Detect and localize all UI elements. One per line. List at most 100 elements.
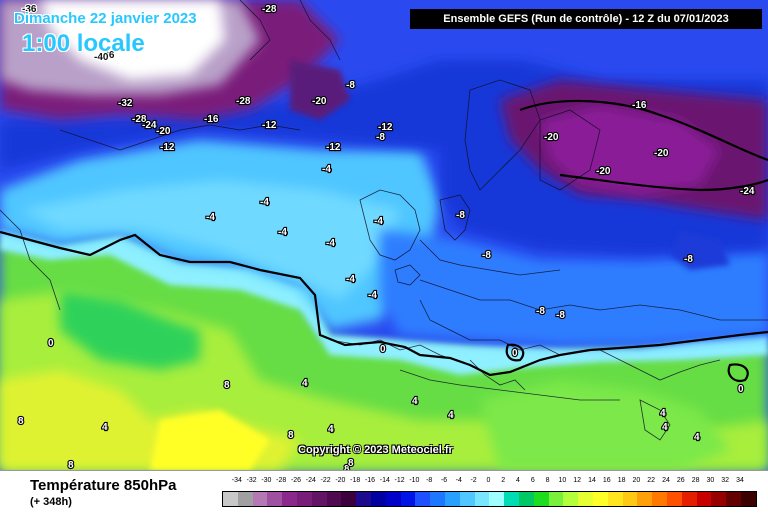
legend-swatch: [237, 492, 253, 506]
isotherm-label: -4: [260, 197, 269, 208]
legend-tick-label: 8: [545, 477, 550, 484]
legend-swatch: [726, 492, 741, 506]
legend-tick-labels: -34 -32 -30 -28 -26 -24 -22 -20 -18 -16 -14 -12 -10-…: [222, 477, 754, 489]
legend-tick-label: -8: [426, 477, 433, 484]
map-canvas: -36 -28 -36 -40 -32 -28 -24 -20 -28 -20 …: [0, 0, 768, 470]
isotherm-label: -8: [376, 132, 385, 143]
isotherm-label: -8: [536, 306, 545, 317]
legend-swatch: [444, 492, 460, 506]
legend-tick-label: -32: [246, 477, 257, 484]
isotherm-label: -24: [740, 186, 755, 197]
legend-tick-label: -18: [350, 477, 361, 484]
parameter-title: Température 850hPa: [30, 477, 177, 494]
isotherm-label: -28: [236, 96, 251, 107]
legend-swatch: [459, 492, 475, 506]
legend-tick-label: 12: [573, 477, 582, 484]
legend-tick-label: 22: [647, 477, 656, 484]
isotherm-label: 0: [380, 344, 386, 355]
legend-swatch: [356, 492, 371, 506]
isotherm-label: -24: [142, 120, 157, 131]
isotherm-label: -36: [22, 4, 37, 15]
legend-tick-label: 26: [676, 477, 685, 484]
legend-swatch: [415, 492, 431, 506]
legend-tick-label: -24: [305, 477, 316, 484]
isotherm-label: -4: [368, 290, 377, 301]
minus20-isotherm-b: [559, 173, 768, 192]
legend-swatch: [296, 492, 312, 506]
legend-tick-label: -28: [276, 477, 287, 484]
copyright-text: Copyright © 2023 Meteociel.fr: [298, 444, 453, 456]
legend-swatch: [666, 492, 682, 506]
legend-tick-label: -22: [320, 477, 331, 484]
legend-tick-label: -34: [231, 477, 242, 484]
legend-swatch: [548, 492, 564, 506]
legend-swatch: [504, 492, 519, 506]
lead-time: (+ 348h): [30, 496, 72, 508]
legend-tick-label: -2: [470, 477, 477, 484]
legend-swatch: [592, 492, 608, 506]
legend-swatch: [267, 492, 283, 506]
legend-swatch: [370, 492, 386, 506]
isotherm-label: 8: [288, 430, 294, 441]
isotherm-label: -12: [378, 122, 393, 133]
legend-swatch: [622, 492, 638, 506]
legend-tick-label: 14: [588, 477, 596, 484]
isotherm-label: -20: [596, 166, 611, 177]
isotherm-label: -36: [100, 50, 115, 61]
isotherm-label: 8: [344, 464, 350, 470]
temperature-map: -36 -28 -36 -40 -32 -28 -24 -20 -28 -20 …: [0, 0, 768, 470]
legend-tick-label: 18: [617, 477, 626, 484]
isotherm-label: 4: [448, 410, 454, 421]
isotherm-label: 0: [512, 348, 518, 359]
legend-tick-label: 20: [632, 477, 641, 484]
temperature-field: [0, 0, 768, 470]
footer-bar: Température 850hPa (+ 348h) -34 -32 -30 -28…: [0, 470, 768, 513]
legend-swatch: [518, 492, 534, 506]
legend-swatch: [681, 492, 697, 506]
isotherm-label: 4: [694, 432, 700, 443]
isotherm-label: -20: [156, 126, 171, 137]
isotherm-label: -12: [326, 142, 341, 153]
isotherm-label: 0: [738, 384, 744, 395]
legend-tick-label: 28: [691, 477, 700, 484]
legend-tick-label: 10: [558, 477, 567, 484]
isotherm-label: 4: [302, 378, 308, 389]
isotherm-labels: -36 -28 -36 -40 -32 -28 -24 -20 -28 -20 …: [17, 3, 756, 470]
legend-tick-label: -4: [455, 477, 462, 484]
isotherm-label: -20: [654, 148, 669, 159]
isotherm-label: 4: [660, 408, 666, 419]
legend-tick-label: 6: [530, 477, 535, 484]
legend-swatch: [696, 492, 712, 506]
legend-swatches: [222, 491, 757, 507]
isotherm-label: -16: [204, 114, 219, 125]
legend-swatch: [489, 492, 505, 506]
zero-isotherm-east: [727, 363, 749, 383]
legend-tick-label: 0: [486, 477, 491, 484]
isotherm-label: 4: [328, 424, 334, 435]
legend-tick-label: 30: [706, 477, 715, 484]
legend-tick-label: -10: [409, 477, 420, 484]
isotherm-label: -28: [132, 114, 147, 125]
legend-tick-label: -6: [440, 477, 448, 484]
isotherm-label: -20: [312, 96, 327, 107]
isotherm-label: -4: [374, 216, 383, 227]
legend-swatch: [652, 492, 667, 506]
legend-swatch: [326, 492, 342, 506]
isotherm-label: -4: [346, 274, 355, 285]
legend-swatch: [740, 492, 756, 506]
model-run-info: Ensemble GEFS (Run de contrôle) - 12 Z d…: [410, 9, 762, 29]
legend-swatch: [430, 492, 445, 506]
zero-isotherm: [0, 230, 768, 377]
isotherm-label: -4: [326, 238, 335, 249]
isotherm-label: -8: [684, 254, 693, 265]
legend-tick-label: -16: [364, 477, 376, 484]
isotherm-label: -28: [262, 4, 277, 15]
legend-swatch: [385, 492, 401, 506]
isotherm-label: 8: [68, 460, 74, 470]
isotherm-label: -8: [556, 310, 565, 321]
legend-swatch: [474, 492, 490, 506]
legend-tick-label: -12: [394, 477, 405, 484]
legend-tick-label: 32: [721, 477, 730, 484]
legend-tick-label: 2: [501, 477, 506, 484]
isotherm-label: -4: [322, 164, 331, 175]
